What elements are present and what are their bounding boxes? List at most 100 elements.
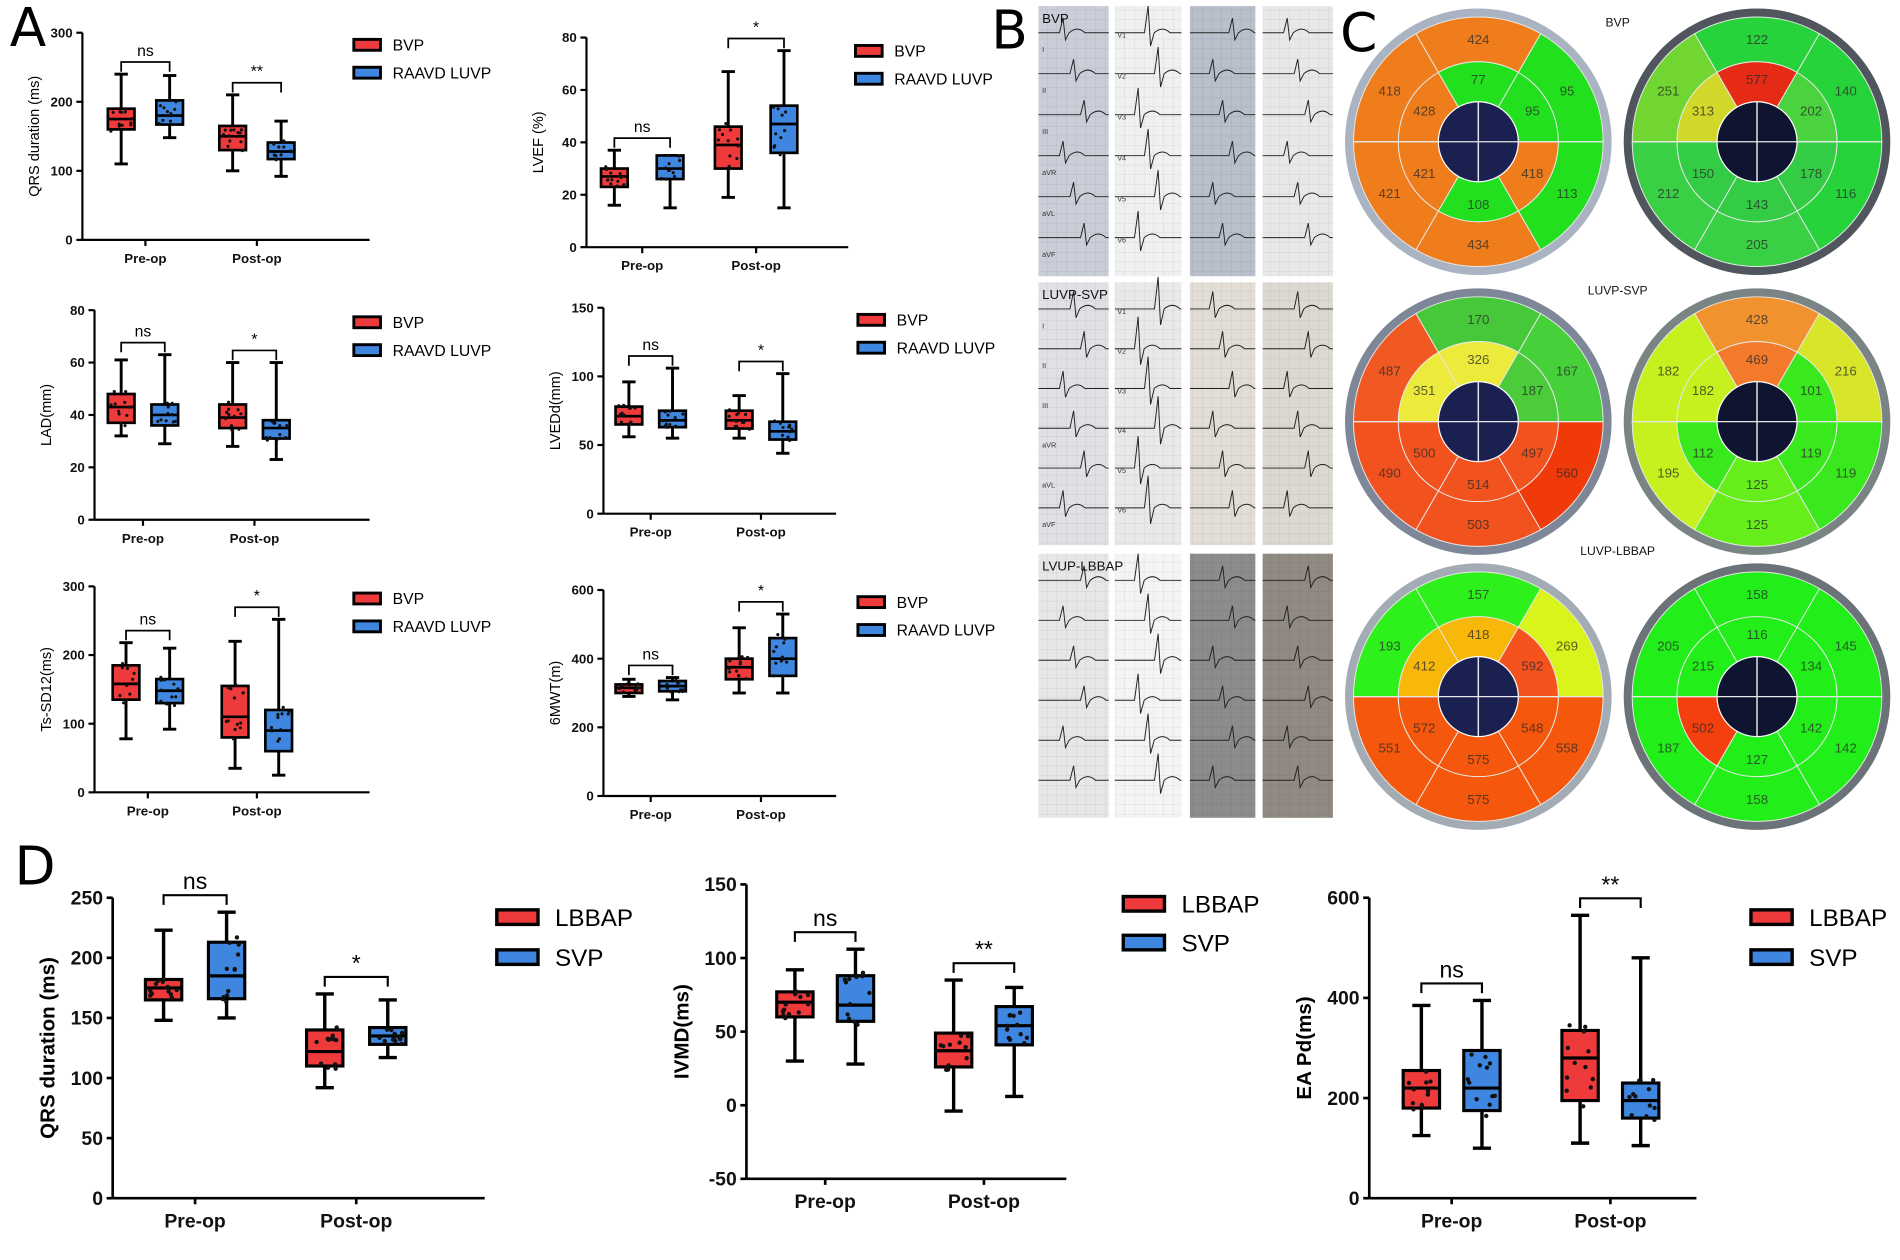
ecg-trace bbox=[1038, 765, 1109, 790]
data-point bbox=[118, 694, 122, 698]
ecg-trace bbox=[1038, 59, 1109, 83]
data-point bbox=[333, 1062, 338, 1067]
ecg-trace bbox=[1038, 565, 1109, 590]
data-point bbox=[669, 690, 673, 694]
bullseye-map: 157 418 269 592 558 548 575 575 551 572 193 412 bbox=[1345, 563, 1612, 830]
data-point bbox=[1572, 1060, 1577, 1066]
data-point bbox=[1646, 1087, 1652, 1092]
data-point bbox=[159, 418, 163, 422]
segment-value: 142 bbox=[1835, 741, 1857, 756]
lead-label: V3 bbox=[1117, 386, 1126, 395]
y-axis-label: QRS duration (ms) bbox=[37, 957, 60, 1139]
data-point bbox=[235, 722, 239, 726]
segment-value: 187 bbox=[1521, 383, 1543, 398]
segment-value: 575 bbox=[1467, 752, 1489, 767]
x-tick-label: Pre-op bbox=[122, 531, 164, 546]
y-tick-label: 200 bbox=[63, 648, 85, 663]
data-point bbox=[786, 1012, 792, 1017]
data-point bbox=[736, 137, 740, 141]
legend-swatch bbox=[352, 37, 382, 52]
x-tick-label: Post-op bbox=[232, 251, 282, 266]
data-point bbox=[227, 412, 231, 417]
lead-label: aVF bbox=[1042, 520, 1056, 529]
data-point bbox=[166, 412, 170, 416]
data-point bbox=[331, 1037, 336, 1042]
segment-value: 134 bbox=[1800, 658, 1823, 673]
data-point bbox=[121, 701, 126, 705]
data-point bbox=[227, 134, 231, 138]
significance-label: ns bbox=[642, 337, 659, 354]
ecg-trace bbox=[1038, 605, 1109, 630]
segment-value: 178 bbox=[1800, 166, 1822, 181]
legend-swatch bbox=[495, 908, 540, 927]
data-point bbox=[607, 175, 611, 179]
significance-label: ** bbox=[251, 64, 263, 81]
ecg-trace bbox=[1262, 605, 1333, 630]
data-point bbox=[334, 1025, 339, 1030]
significance-bracket bbox=[738, 601, 784, 612]
data-point bbox=[625, 682, 629, 686]
ecg-trace bbox=[1038, 182, 1109, 206]
data-point bbox=[109, 403, 113, 407]
data-point bbox=[174, 987, 179, 993]
data-point bbox=[666, 413, 670, 417]
significance-bracket bbox=[613, 137, 671, 148]
lead-label: V1 bbox=[1117, 307, 1126, 316]
legend-label: RAAVD LUVP bbox=[894, 71, 993, 88]
y-tick-label: 0 bbox=[92, 1188, 103, 1210]
data-point bbox=[227, 407, 231, 411]
y-tick-label: 0 bbox=[1349, 1188, 1360, 1210]
legend-label: BVP bbox=[393, 591, 425, 608]
bullseye-panel: 4247795951134184341084214214184281225771… bbox=[1345, 8, 1891, 830]
data-point bbox=[170, 695, 174, 699]
y-tick-label: 60 bbox=[70, 355, 85, 370]
data-point bbox=[1465, 1077, 1470, 1082]
data-point bbox=[677, 684, 682, 688]
data-point bbox=[1018, 1032, 1023, 1037]
ecg-trace bbox=[1114, 5, 1182, 47]
data-point bbox=[778, 153, 782, 157]
legend-swatch bbox=[856, 312, 887, 327]
ecg-trace bbox=[1189, 18, 1256, 42]
segment-value: 269 bbox=[1556, 638, 1578, 653]
data-point bbox=[165, 110, 170, 114]
y-tick-label: 150 bbox=[71, 1008, 103, 1030]
y-tick-label: 0 bbox=[586, 789, 593, 804]
bullseye-map: 122 577 140 202 116 178 205 143 212 150 251 313 bbox=[1623, 8, 1891, 276]
legend-label: BVP bbox=[897, 595, 929, 612]
segment-value: 421 bbox=[1413, 166, 1435, 181]
data-point bbox=[1492, 1093, 1498, 1098]
data-point bbox=[232, 967, 237, 972]
x-tick-label: Pre-op bbox=[630, 525, 672, 540]
data-point bbox=[783, 1015, 788, 1021]
data-point bbox=[716, 138, 721, 142]
data-point bbox=[123, 424, 127, 428]
data-point bbox=[845, 1012, 850, 1017]
segment-value: 502 bbox=[1692, 721, 1714, 736]
data-point bbox=[676, 681, 680, 685]
y-tick-label: 600 bbox=[572, 583, 594, 598]
data-point bbox=[277, 145, 281, 149]
y-tick-label: 40 bbox=[70, 408, 85, 423]
ecg-trace bbox=[1262, 331, 1333, 358]
data-point bbox=[796, 1010, 801, 1015]
data-point bbox=[617, 404, 621, 408]
lead-label: aVL bbox=[1042, 209, 1055, 218]
bullseye-row-label: BVP bbox=[1606, 16, 1630, 30]
data-point bbox=[1564, 1088, 1569, 1093]
data-point bbox=[268, 436, 272, 440]
data-point bbox=[743, 412, 748, 417]
data-point bbox=[964, 1056, 969, 1061]
lead-label: V6 bbox=[1117, 506, 1126, 515]
y-axis-label: QRS duration (ms) bbox=[27, 76, 43, 197]
data-point bbox=[384, 1027, 390, 1032]
data-point bbox=[773, 419, 777, 423]
y-tick-label: 20 bbox=[562, 187, 577, 202]
segment-value: 497 bbox=[1521, 446, 1543, 461]
data-point bbox=[1469, 1052, 1474, 1057]
data-point bbox=[279, 153, 283, 157]
significance-bracket bbox=[120, 61, 171, 72]
data-point bbox=[677, 690, 681, 694]
data-point bbox=[790, 427, 794, 431]
data-point bbox=[737, 655, 741, 659]
